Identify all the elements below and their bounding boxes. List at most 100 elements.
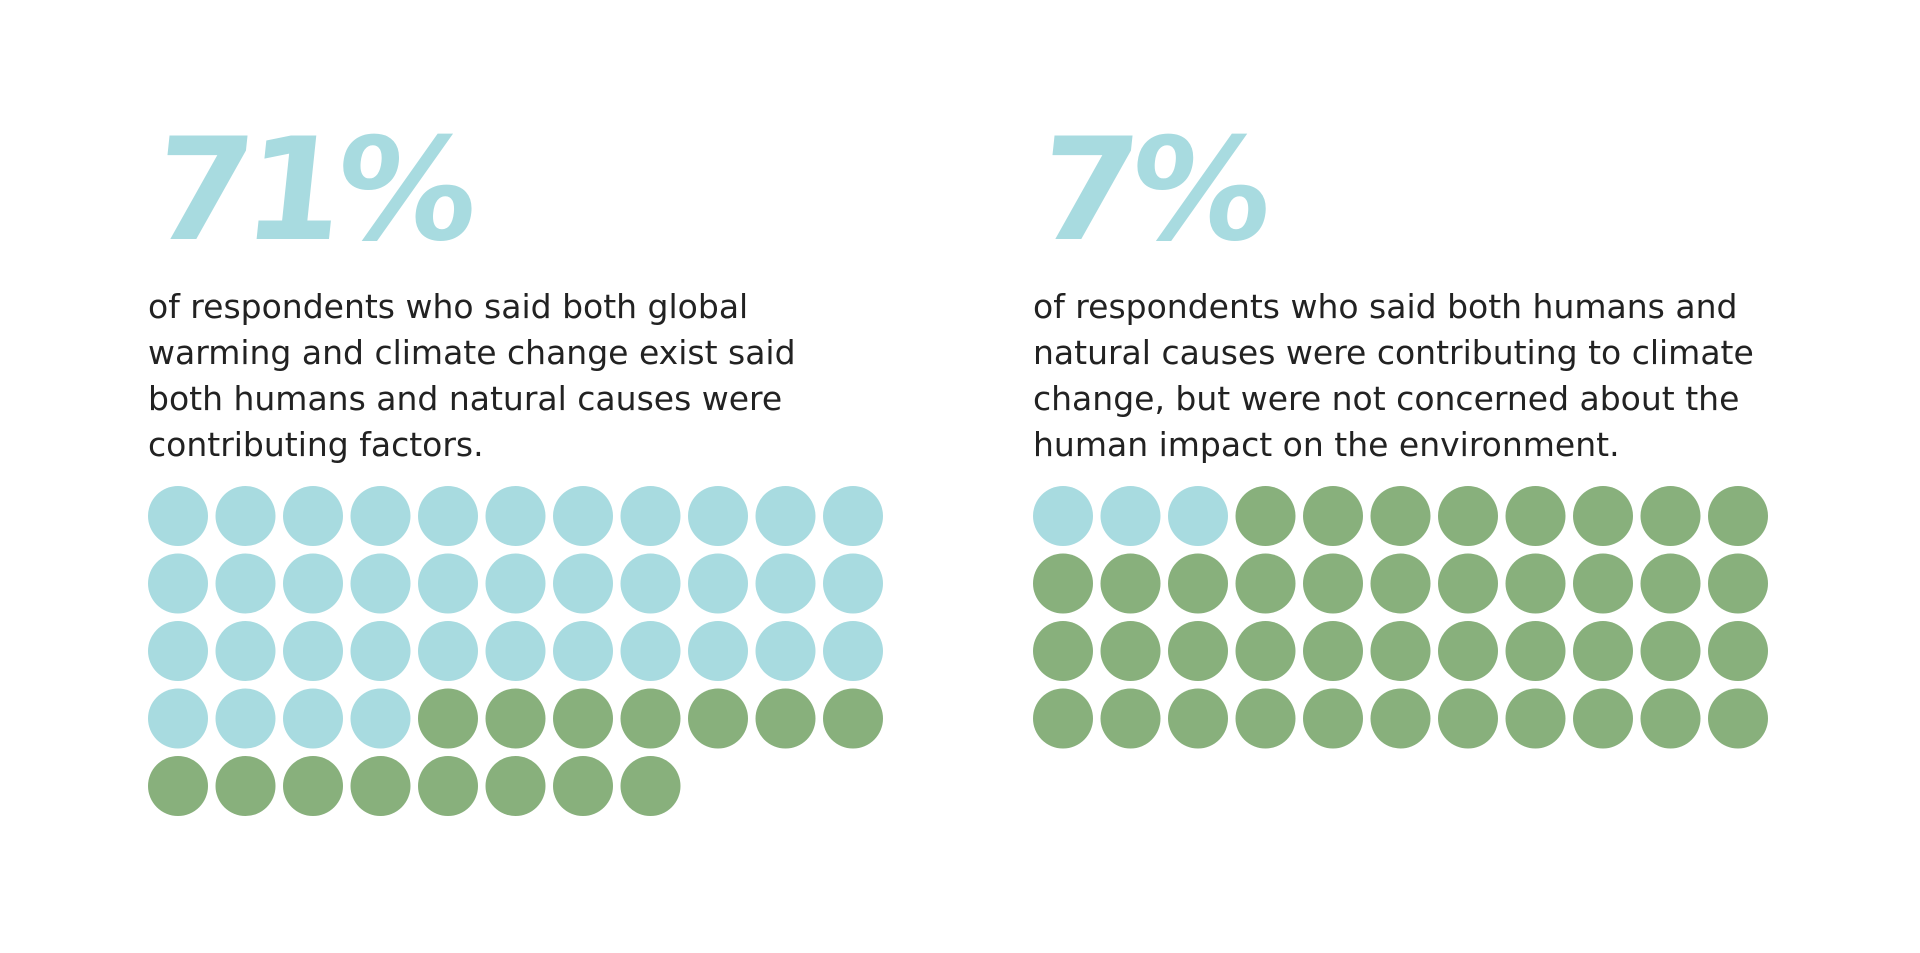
waffle-dot — [1438, 486, 1498, 546]
waffle-dot — [485, 553, 546, 614]
waffle-dot — [215, 553, 276, 614]
waffle-dot — [1505, 486, 1566, 546]
waffle-dot — [1168, 553, 1228, 614]
waffle-dot — [1708, 486, 1768, 546]
waffle-dot — [1100, 486, 1161, 546]
waffle-dot — [350, 621, 411, 681]
waffle-dot — [485, 756, 546, 816]
waffle-dot — [1235, 553, 1296, 614]
waffle-dot — [688, 553, 748, 614]
waffle-dot — [1168, 621, 1228, 681]
waffle-dot — [755, 553, 816, 614]
waffle-dot — [1168, 688, 1228, 749]
waffle-dot — [688, 688, 748, 749]
waffle-dot — [148, 621, 208, 681]
waffle-dot — [485, 486, 546, 546]
waffle-dot — [553, 486, 613, 546]
waffle-dot — [1033, 688, 1093, 749]
waffle-dot — [755, 486, 816, 546]
waffle-dot — [350, 553, 411, 614]
waffle-dot — [1640, 688, 1701, 749]
waffle-dot — [1438, 688, 1498, 749]
waffle-dot — [620, 621, 681, 681]
waffle-dot — [620, 553, 681, 614]
waffle-dot — [283, 486, 343, 546]
waffle-dot — [215, 621, 276, 681]
waffle-dot — [620, 756, 681, 816]
stat-value-left: 71% — [145, 108, 479, 273]
waffle-dot — [283, 621, 343, 681]
waffle-dot — [688, 621, 748, 681]
waffle-dot — [1438, 621, 1498, 681]
waffle-dot — [1303, 621, 1363, 681]
waffle-dot — [1505, 621, 1566, 681]
waffle-dot — [1573, 486, 1633, 546]
waffle-dot — [283, 756, 343, 816]
waffle-dot — [418, 486, 478, 546]
description-line: contributing factors. — [148, 425, 484, 464]
waffle-dot — [350, 688, 411, 749]
waffle-chart-left — [148, 486, 883, 816]
description-line: change, but were not concerned about the — [1033, 379, 1740, 418]
waffle-dot — [1573, 553, 1633, 614]
description-line: warming and climate change exist said — [148, 333, 796, 372]
waffle-dot — [1708, 621, 1768, 681]
waffle-dot — [418, 621, 478, 681]
waffle-dot — [620, 486, 681, 546]
waffle-dot — [485, 688, 546, 749]
waffle-dot — [350, 486, 411, 546]
waffle-dot — [1573, 621, 1633, 681]
waffle-dot — [1100, 553, 1161, 614]
waffle-dot — [1370, 553, 1431, 614]
waffle-dot — [823, 486, 883, 546]
waffle-chart-right — [1033, 486, 1768, 749]
waffle-dot — [553, 688, 613, 749]
waffle-dot — [1370, 688, 1431, 749]
waffle-dot — [1100, 688, 1161, 749]
waffle-dot — [620, 688, 681, 749]
waffle-dot — [755, 621, 816, 681]
waffle-dot — [1370, 486, 1431, 546]
waffle-dot — [823, 553, 883, 614]
waffle-dot — [485, 621, 546, 681]
waffle-dot — [215, 688, 276, 749]
waffle-dot — [148, 486, 208, 546]
stat-value-right: 7% — [1030, 108, 1274, 273]
waffle-dot — [1168, 486, 1228, 546]
description-line: of respondents who said both global — [148, 287, 749, 326]
waffle-dot — [283, 688, 343, 749]
waffle-dot — [1640, 553, 1701, 614]
waffle-dot — [1235, 621, 1296, 681]
waffle-dot — [1235, 688, 1296, 749]
waffle-dot — [553, 756, 613, 816]
waffle-dot — [148, 553, 208, 614]
waffle-dot — [1708, 553, 1768, 614]
waffle-dot — [688, 486, 748, 546]
description-line: both humans and natural causes were — [148, 379, 783, 418]
waffle-dot — [553, 621, 613, 681]
waffle-dot — [148, 688, 208, 749]
waffle-dot — [1235, 486, 1296, 546]
waffle-dot — [1100, 621, 1161, 681]
waffle-dot — [1303, 486, 1363, 546]
stat-description-right: of respondents who said both humans and … — [1033, 284, 1793, 468]
waffle-dot — [418, 553, 478, 614]
waffle-dot — [215, 756, 276, 816]
stat-description-left: of respondents who said both global warm… — [148, 284, 908, 468]
waffle-dot — [1640, 486, 1701, 546]
description-line: natural causes were contributing to clim… — [1033, 333, 1754, 372]
waffle-dot — [1370, 621, 1431, 681]
waffle-dot — [1033, 553, 1093, 614]
waffle-dot — [1640, 621, 1701, 681]
waffle-dot — [148, 756, 208, 816]
waffle-dot — [1303, 553, 1363, 614]
waffle-dot — [1573, 688, 1633, 749]
description-line: human impact on the environment. — [1033, 425, 1620, 464]
waffle-dot — [823, 688, 883, 749]
waffle-dot — [418, 756, 478, 816]
stat-panel-left: 71% of respondents who said both global … — [146, 108, 908, 468]
waffle-dot — [1438, 553, 1498, 614]
waffle-dot — [755, 688, 816, 749]
waffle-dot — [283, 553, 343, 614]
description-line: of respondents who said both humans and — [1033, 287, 1738, 326]
